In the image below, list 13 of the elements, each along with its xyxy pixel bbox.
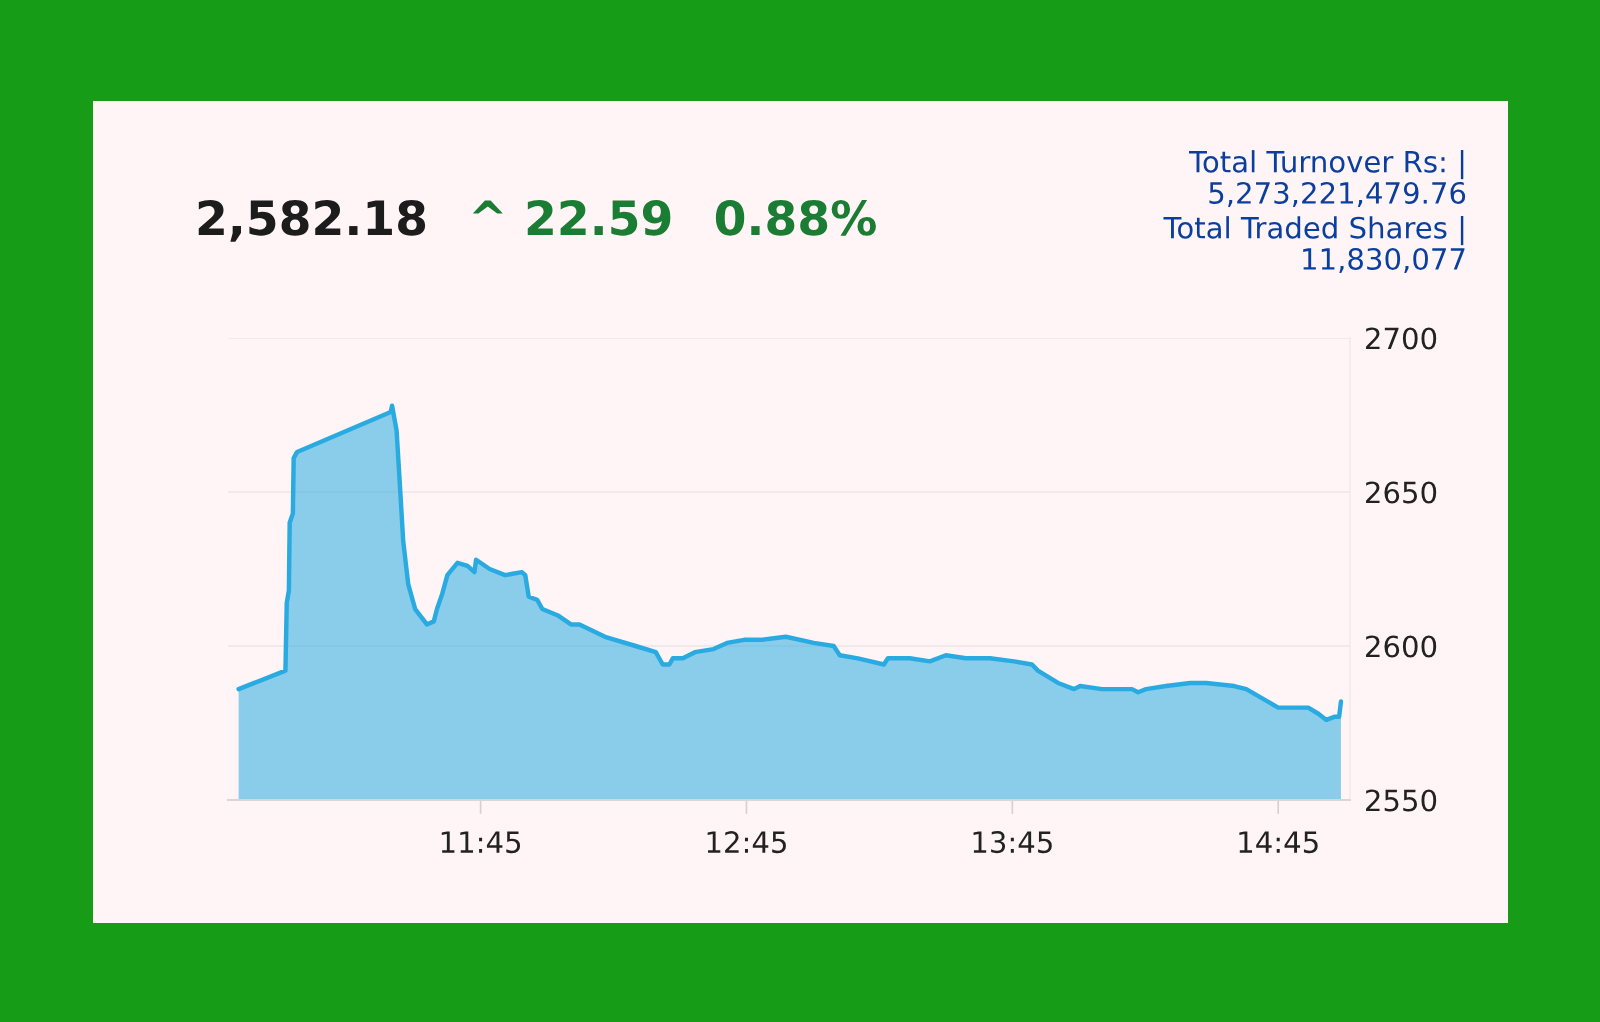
x-tick-label: 11:45 — [441, 831, 521, 854]
x-tick-label: 14:45 — [1239, 831, 1318, 854]
y-tick-label: 2550 — [1366, 789, 1437, 812]
text: 0.88% — [715, 199, 876, 236]
chart-title: 2,582.18 — [198, 199, 426, 242]
y-tick-label: 2650 — [1366, 481, 1437, 504]
y-tick-label: 2600 — [1366, 635, 1437, 658]
text: Total Turnover Rs: | 5,273,221,479.76 — [1188, 150, 1466, 207]
y-tick-label: 2700 — [1366, 327, 1437, 350]
x-tick-label: 13:45 — [973, 831, 1052, 854]
x-tick-label: 12:45 — [707, 831, 786, 854]
text: Total Traded Shares | 11,830,077 — [1163, 216, 1465, 273]
text: ^ 22.59 — [472, 199, 671, 236]
